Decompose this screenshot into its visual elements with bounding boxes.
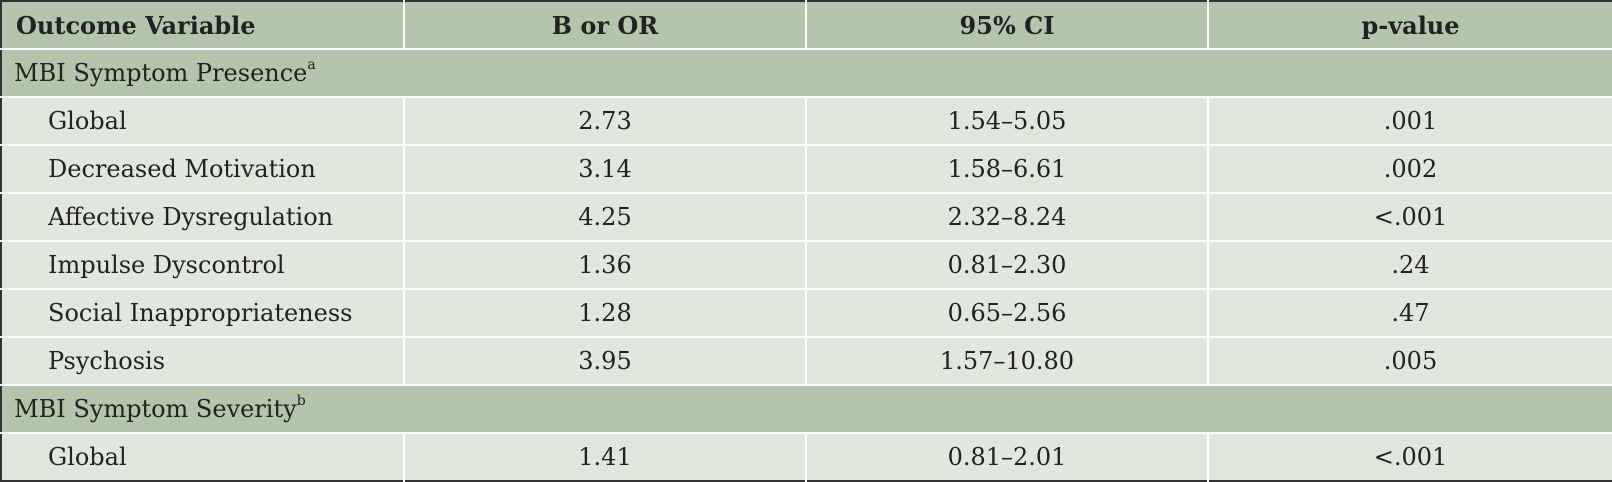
section-title: MBI Symptom Presence [14,59,308,87]
outcome-label: Decreased Motivation [1,144,405,193]
outcome-label: Global [1,432,405,481]
p-value: <.001 [1208,192,1612,241]
table-header: Outcome Variable B or OR 95% CI p-value [1,1,1612,49]
section-row-symptom-presence: MBI Symptom Presencea [1,48,1612,97]
outcome-label: Affective Dysregulation [1,192,405,241]
ci-value: 0.81–2.01 [806,432,1209,481]
b-or-value: 4.25 [404,192,807,241]
header-95-ci: 95% CI [806,1,1209,49]
b-or-value: 2.73 [404,96,807,145]
table-row: Social Inappropriateness 1.28 0.65–2.56 … [1,288,1612,337]
b-or-value: 1.41 [404,432,807,481]
p-value: <.001 [1208,432,1612,481]
p-value: .005 [1208,336,1612,385]
ci-value: 0.81–2.30 [806,240,1209,289]
section-title-cell: MBI Symptom Presencea [1,48,1612,97]
b-or-value: 1.36 [404,240,807,289]
table-row: Global 2.73 1.54–5.05 .001 [1,96,1612,145]
p-value: .24 [1208,240,1612,289]
section-title: MBI Symptom Severity [14,395,297,423]
ci-value: 1.58–6.61 [806,144,1209,193]
b-or-value: 3.14 [404,144,807,193]
p-value: .47 [1208,288,1612,337]
p-value: .002 [1208,144,1612,193]
outcome-label: Global [1,96,405,145]
table-row: Psychosis 3.95 1.57–10.80 .005 [1,336,1612,385]
ci-value: 1.54–5.05 [806,96,1209,145]
table-row: Affective Dysregulation 4.25 2.32–8.24 <… [1,192,1612,241]
table-row: Decreased Motivation 3.14 1.58–6.61 .002 [1,144,1612,193]
header-b-or-or: B or OR [404,1,807,49]
b-or-value: 1.28 [404,288,807,337]
section-title-cell: MBI Symptom Severityb [1,384,1612,433]
outcome-label: Psychosis [1,336,405,385]
b-or-value: 3.95 [404,336,807,385]
outcome-label: Impulse Dyscontrol [1,240,405,289]
header-p-value: p-value [1208,1,1612,49]
footnote-marker: b [296,393,306,409]
table-body: MBI Symptom Presencea Global 2.73 1.54–5… [1,48,1612,481]
header-outcome-variable: Outcome Variable [1,1,405,49]
footnote-marker: a [307,57,316,73]
table-row: Global 1.41 0.81–2.01 <.001 [1,432,1612,481]
ci-value: 2.32–8.24 [806,192,1209,241]
table-row: Impulse Dyscontrol 1.36 0.81–2.30 .24 [1,240,1612,289]
p-value: .001 [1208,96,1612,145]
outcome-label: Social Inappropriateness [1,288,405,337]
header-row: Outcome Variable B or OR 95% CI p-value [1,1,1612,49]
ci-value: 1.57–10.80 [806,336,1209,385]
ci-value: 0.65–2.56 [806,288,1209,337]
section-row-symptom-severity: MBI Symptom Severityb [1,384,1612,433]
